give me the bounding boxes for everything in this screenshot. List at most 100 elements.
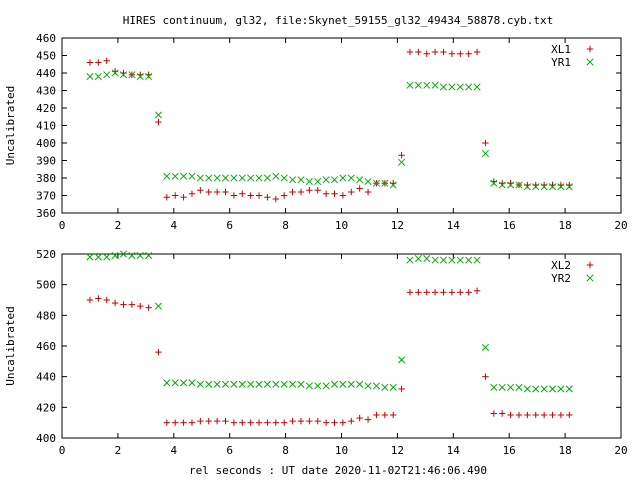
data-point-yr2	[94, 253, 102, 261]
data-point-yr2	[565, 385, 573, 393]
data-point-xl2	[137, 302, 144, 310]
data-point-yr2	[347, 380, 355, 388]
legend-marker	[586, 58, 594, 66]
data-point-yr2	[339, 380, 347, 388]
data-point-yr2-b	[389, 383, 397, 391]
data-point-yr1	[154, 111, 162, 119]
data-point-yr2-b	[272, 380, 280, 388]
data-point-yr2-b	[565, 385, 573, 393]
x-tick-label: 8	[282, 219, 289, 232]
data-point-xl2	[289, 417, 296, 425]
data-point-xl1	[331, 190, 338, 197]
data-point-yr2	[196, 380, 204, 388]
data-point-yr1-b	[180, 172, 188, 180]
data-point-yr1	[414, 81, 422, 89]
data-point-yr1	[372, 179, 380, 187]
data-point-yr2	[238, 380, 246, 388]
data-point-yr1	[289, 176, 297, 184]
data-point-xl2	[390, 411, 397, 419]
data-point-xl1	[86, 59, 94, 66]
data-point-xl2	[197, 417, 204, 425]
data-point-yr2	[557, 385, 565, 393]
data-point-xl2	[213, 417, 221, 425]
data-point-yr1	[540, 183, 548, 191]
data-point-yr1	[481, 149, 489, 158]
data-point-yr2-b	[163, 379, 171, 387]
data-point-yr1	[439, 83, 448, 91]
data-point-yr1-b	[406, 81, 414, 89]
data-point-xl2	[297, 417, 305, 425]
data-point-yr1	[423, 81, 431, 89]
x-tick-label: 10	[335, 444, 348, 457]
data-point-yr2-b	[398, 356, 406, 364]
data-point-yr1	[565, 183, 573, 191]
data-point-yr1-b	[414, 81, 422, 89]
x-axis-label: rel seconds : UT date 2020-11-02T21:46:0…	[189, 464, 487, 477]
data-point-yr1	[221, 174, 230, 182]
data-point-xl2	[111, 299, 119, 307]
data-point-xl2	[155, 348, 162, 356]
data-point-yr2	[364, 382, 372, 390]
data-point-yr2	[548, 385, 557, 393]
data-point-yr1	[431, 81, 439, 89]
data-point-yr1	[523, 183, 531, 191]
data-point-yr2	[154, 302, 162, 310]
y-tick-label: 440	[36, 67, 56, 80]
data-point-xl1	[482, 139, 489, 147]
data-point-xl2	[465, 289, 472, 296]
data-point-xl2	[103, 296, 110, 304]
data-point-xl2	[222, 417, 229, 425]
data-point-yr2-b	[372, 382, 380, 390]
data-point-yr2	[305, 382, 313, 390]
data-point-yr1	[255, 174, 263, 182]
data-point-yr2-b	[347, 380, 355, 388]
data-point-xl1	[297, 188, 305, 196]
x-tick-label: 10	[335, 219, 348, 232]
data-point-yr2	[128, 251, 136, 260]
data-point-xl1	[171, 192, 179, 199]
data-point-yr1-b	[94, 72, 102, 81]
data-point-xl1	[457, 50, 464, 57]
legend-label: XL1	[551, 43, 571, 56]
data-point-yr2-b	[145, 251, 153, 260]
data-point-yr1-b	[247, 174, 255, 182]
x-tick-label: 8	[282, 444, 289, 457]
data-point-xl2	[507, 411, 514, 419]
x-tick-label: 14	[447, 444, 461, 457]
data-point-xl1	[188, 190, 196, 197]
data-point-xl1	[306, 187, 313, 194]
data-point-yr1-b	[364, 177, 372, 186]
data-point-yr2	[540, 385, 548, 393]
data-point-yr2	[188, 379, 196, 387]
legend-marker	[586, 45, 594, 53]
data-point-yr1-b	[339, 174, 347, 182]
data-point-yr1	[188, 172, 196, 180]
data-point-xl2	[86, 296, 94, 304]
data-point-yr2-b	[364, 382, 372, 390]
data-point-yr2-b	[322, 382, 330, 390]
data-point-xl2	[515, 411, 523, 419]
data-point-xl1	[222, 188, 229, 196]
data-point-yr2-b	[339, 380, 347, 388]
data-point-xl1	[281, 192, 288, 199]
data-point-yr1-b	[111, 69, 119, 77]
data-point-xl2	[188, 419, 196, 426]
data-point-yr2	[431, 256, 439, 264]
data-point-yr2-b	[280, 380, 288, 388]
data-point-yr2-b	[448, 256, 456, 264]
data-point-yr1-b	[448, 83, 456, 91]
data-point-yr2-b	[515, 383, 523, 391]
data-point-xl2	[171, 419, 179, 426]
data-point-yr1-b	[565, 183, 573, 191]
data-point-yr1	[398, 158, 406, 166]
data-point-yr1-b	[238, 174, 246, 182]
legend-marker	[586, 261, 594, 269]
data-point-yr1-b	[389, 181, 397, 189]
data-point-yr2-b	[188, 379, 196, 387]
data-point-yr2-b	[423, 255, 431, 263]
data-point-yr2	[507, 383, 515, 391]
data-point-yr2-b	[406, 256, 414, 264]
data-point-yr1	[322, 176, 330, 184]
data-point-yr2-b	[255, 380, 263, 388]
